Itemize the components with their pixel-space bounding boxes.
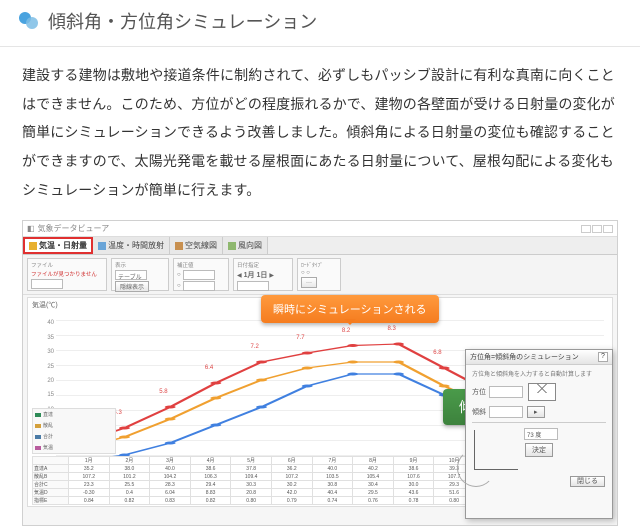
- help-icon[interactable]: ?: [598, 352, 608, 362]
- tab[interactable]: 温度・時間放射: [93, 237, 170, 254]
- dialog-btn[interactable]: ▸: [527, 406, 545, 418]
- toolbar-group-display: 表示 テーブル 隠線表示: [111, 258, 169, 291]
- bullet-icon: [18, 11, 38, 31]
- envelope-icon: [528, 383, 556, 401]
- section-header: 傾斜角・方位角シミュレーション: [0, 0, 640, 47]
- window-titlebar: ◧ 気象データビューア: [23, 221, 617, 237]
- tab[interactable]: 風向図: [223, 237, 268, 254]
- azimuth-input[interactable]: [489, 386, 523, 398]
- toolbar-group-load: ﾛｰﾄﾞﾀｲﾌﾟ ○ ○ ···: [297, 258, 341, 291]
- tilt-input[interactable]: [489, 406, 523, 418]
- tab-bar: 気温・日射量温度・時間放射空気線図風向図: [23, 237, 617, 255]
- toolbar-group-correction: 補正値 ○ ○: [173, 258, 229, 291]
- close-button[interactable]: 閉じる: [570, 476, 605, 487]
- ok-button[interactable]: 決定: [525, 443, 553, 457]
- angle-dialog: 方位角=傾斜角のシミュレーション ? 方位角と傾斜角を入力すると自動計算します …: [465, 349, 613, 519]
- dialog-title: 方位角=傾斜角のシミュレーション: [470, 352, 579, 362]
- tab[interactable]: 空気線図: [170, 237, 223, 254]
- window-app-icon: ◧: [27, 224, 35, 233]
- tab[interactable]: 気温・日射量: [23, 237, 93, 254]
- window-controls[interactable]: [581, 225, 613, 233]
- toggle-button[interactable]: 隠線表示: [115, 281, 149, 292]
- window-title: 気象データビューア: [38, 223, 110, 234]
- screenshot-container: ◧ 気象データビューア 気温・日射量温度・時間放射空気線図風向図 ファイル ファ…: [22, 220, 618, 526]
- chart-legend: 直達散乱合計気温: [32, 408, 116, 454]
- section-title: 傾斜角・方位角シミュレーション: [48, 8, 317, 34]
- toolbar-group-date: 日付指定 ◀ 1月 1日 ▶: [233, 258, 293, 291]
- dialog-titlebar: 方位角=傾斜角のシミュレーション ?: [466, 350, 612, 365]
- description-text: 建設する建物は敷地や接道条件に制約されて、必ずしもパッシブ設計に有利な真南に向く…: [0, 47, 640, 220]
- toolbar: ファイル ファイルが見つかりません 表示 テーブル 隠線表示 補正値 ○ ○ 日…: [23, 255, 617, 295]
- angle-diagram: [474, 430, 518, 470]
- callout-simulate: 瞬時にシミュレーションされる: [261, 295, 439, 323]
- toolbar-group-file: ファイル ファイルが見つかりません: [27, 258, 107, 291]
